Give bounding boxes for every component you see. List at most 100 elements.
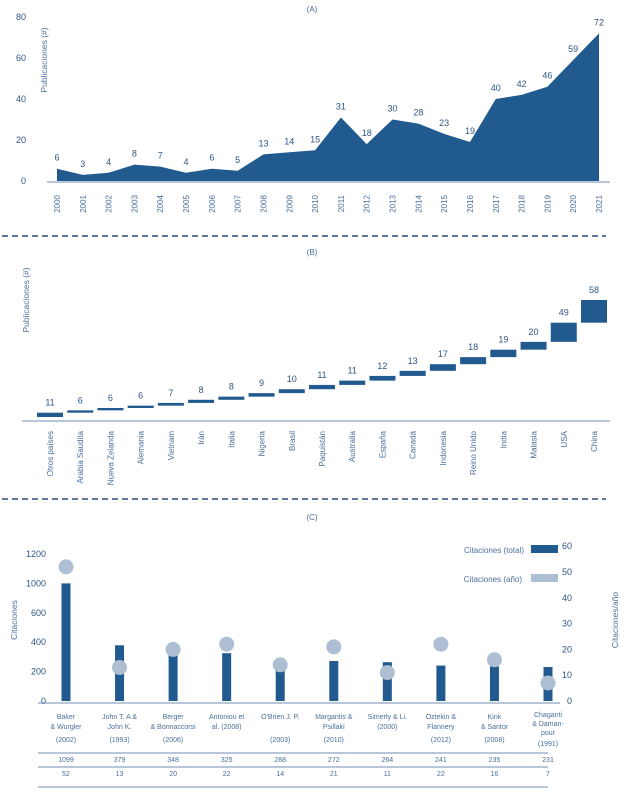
data-label: 19 <box>498 335 508 345</box>
waterfall-bar <box>429 364 456 371</box>
citations-total-bar <box>222 653 232 701</box>
data-label: 8 <box>229 382 234 392</box>
waterfall-bar <box>157 402 184 406</box>
category-label: Flannery <box>427 724 455 731</box>
data-label: 7 <box>158 151 163 161</box>
x-tick-label: Paquistán <box>318 431 327 467</box>
x-tick-label: 2016 <box>466 194 475 212</box>
y-tick-label: 200 <box>31 667 46 677</box>
category-label: John K. <box>108 724 132 731</box>
citations-year-dot <box>379 665 395 681</box>
waterfall-bar <box>309 384 335 390</box>
y-tick-label: 600 <box>31 608 46 618</box>
x-tick-label: Nueva Zelanda <box>106 430 115 485</box>
waterfall-bar <box>37 412 63 417</box>
table-value-total: 348 <box>167 757 179 764</box>
data-label: 28 <box>413 108 423 118</box>
data-label: 20 <box>529 327 539 337</box>
x-tick-label: 2007 <box>234 194 243 212</box>
category-label: (2002) <box>56 737 76 744</box>
category-label: (2008) <box>484 737 504 744</box>
x-tick-label: 2014 <box>414 194 423 212</box>
table-value-year: 16 <box>491 771 499 778</box>
panel-a-title: (A) <box>307 5 318 14</box>
data-label: 11 <box>348 366 357 376</box>
y2-tick-label: 50 <box>562 567 572 577</box>
y-axis-title: Publicaciones (#) <box>21 267 31 332</box>
x-tick-label: 2006 <box>208 194 217 212</box>
table-value-total: 325 <box>221 757 233 764</box>
table-value-year: 7 <box>546 771 550 778</box>
data-label: 6 <box>138 391 143 401</box>
y2-tick-label: 40 <box>562 593 572 603</box>
table-value-year: 20 <box>169 771 177 778</box>
x-tick-label: Nigeria <box>258 430 267 456</box>
waterfall-bar <box>248 393 275 397</box>
x-tick-label: Malasia <box>530 430 539 458</box>
category-label: (2000) <box>377 724 397 731</box>
citations-year-dot <box>433 636 449 652</box>
data-label: 10 <box>287 374 297 384</box>
citations-total-bar <box>275 658 285 701</box>
data-label: 40 <box>491 83 501 93</box>
category-label: (2012) <box>431 737 451 744</box>
x-tick-label: 2001 <box>79 194 88 212</box>
data-label: 46 <box>542 71 552 81</box>
x-tick-label: Canadá <box>409 430 418 459</box>
waterfall-bar <box>339 380 366 385</box>
category-label: Berger <box>163 714 185 721</box>
category-label: pour <box>541 730 556 737</box>
citations-total-bar <box>168 649 178 701</box>
x-tick-label: Irán <box>197 431 206 445</box>
table-value-total: 379 <box>114 757 126 764</box>
waterfall-bar <box>188 399 215 403</box>
data-label: 30 <box>388 104 398 114</box>
waterfall-bar <box>67 410 94 413</box>
data-label: 6 <box>209 153 214 163</box>
table-value-year: 14 <box>276 771 284 778</box>
x-tick-label: 2000 <box>53 194 62 212</box>
waterfall-bar <box>278 389 305 394</box>
x-tick-label: 2012 <box>363 194 372 212</box>
x-tick-label: China <box>590 430 599 451</box>
data-label: 59 <box>568 44 578 54</box>
data-label: 4 <box>106 157 111 167</box>
data-label: 3 <box>80 159 85 169</box>
x-tick-label: 2013 <box>389 194 398 212</box>
y-tick-label: 1200 <box>26 549 46 559</box>
category-label: (2010) <box>324 737 344 744</box>
category-label: & Santor <box>481 724 509 731</box>
data-label: 19 <box>465 126 475 136</box>
x-tick-label: Alemania <box>137 430 146 464</box>
citations-total-bar <box>382 662 392 701</box>
y-tick-label: 400 <box>31 637 46 647</box>
waterfall-bar <box>550 322 577 342</box>
waterfall-bar <box>520 341 547 350</box>
waterfall-bar <box>218 396 245 400</box>
waterfall-bar <box>460 357 487 365</box>
table-value-total: 231 <box>542 757 554 764</box>
x-tick-label: 2002 <box>105 194 114 212</box>
table-value-year: 21 <box>330 771 338 778</box>
y-axis-title: Publicaciones (#) <box>39 27 49 92</box>
legend-label-year: Citaciones (año) <box>464 575 523 584</box>
table-value-year: 22 <box>223 771 231 778</box>
x-tick-label: India <box>499 430 508 448</box>
table-value-total: 1099 <box>58 757 74 764</box>
table-value-total: 264 <box>381 757 393 764</box>
data-label: 15 <box>310 134 320 144</box>
data-label: 7 <box>168 388 173 398</box>
data-label: 11 <box>45 398 54 408</box>
data-label: 6 <box>78 395 83 405</box>
legend-swatch-year <box>531 574 558 582</box>
x-tick-label: 2019 <box>543 194 552 212</box>
data-label: 6 <box>54 153 59 163</box>
citations-total-bar <box>436 665 446 701</box>
data-label: 72 <box>594 17 604 27</box>
x-tick-label: Arabia Saudita <box>76 430 85 483</box>
category-label: Kink <box>488 714 502 721</box>
legend-label-total: Citaciones (total) <box>464 546 524 555</box>
data-label: 23 <box>439 118 449 128</box>
category-label: John T. A & <box>102 714 137 721</box>
x-tick-label: 2008 <box>259 194 268 212</box>
